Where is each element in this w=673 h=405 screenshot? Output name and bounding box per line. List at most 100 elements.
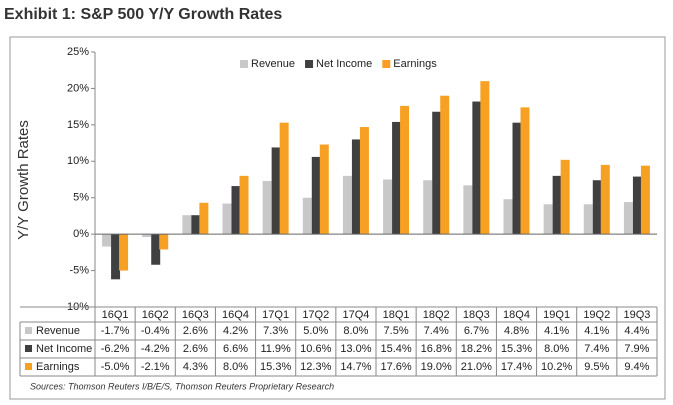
chart-frame <box>9 36 666 400</box>
table-value: 21.0% <box>461 361 492 373</box>
x-tick-label: 16Q1 <box>102 309 129 321</box>
table-row-label: Net Income <box>36 343 92 355</box>
table-value: 6.7% <box>464 325 489 337</box>
table-value: 15.3% <box>260 361 291 373</box>
table-row-label: Revenue <box>36 325 80 337</box>
bar <box>600 164 610 235</box>
table-value: 18.2% <box>461 343 492 355</box>
table-value: 6.6% <box>223 343 248 355</box>
table-value: 5.0% <box>303 325 328 337</box>
x-tick-label: 19Q3 <box>623 309 650 321</box>
bar <box>359 127 369 235</box>
bar <box>182 215 192 235</box>
bar <box>472 101 482 235</box>
bar <box>560 159 570 235</box>
table-swatch <box>25 345 32 352</box>
bar <box>239 175 249 235</box>
y-tick-label: 25% <box>67 46 89 58</box>
x-tick-label: 19Q2 <box>583 309 610 321</box>
table-value: 4.3% <box>183 361 208 373</box>
table-value: 13.0% <box>340 343 371 355</box>
table-value: 12.3% <box>300 361 331 373</box>
table-value: 11.9% <box>260 343 291 355</box>
table-value: 2.6% <box>183 325 208 337</box>
bar <box>552 175 562 235</box>
bar <box>199 202 209 235</box>
bar <box>342 175 352 235</box>
bar <box>351 139 361 235</box>
bar <box>111 234 121 280</box>
bar <box>262 180 272 235</box>
table-value: 9.4% <box>624 361 649 373</box>
y-tick-label: 5% <box>73 192 89 204</box>
table-value: 9.5% <box>584 361 609 373</box>
table-value: -5.0% <box>101 361 130 373</box>
table-row-label: Earnings <box>36 361 80 373</box>
bar <box>640 165 650 235</box>
bar <box>159 234 169 250</box>
table-value: 8.0% <box>544 343 569 355</box>
table-value: 7.4% <box>424 325 449 337</box>
bar <box>302 197 312 235</box>
table-value: -4.2% <box>141 343 170 355</box>
table-value: 17.4% <box>501 361 532 373</box>
table-value: -2.1% <box>141 361 170 373</box>
bar <box>440 95 450 235</box>
table-value: 17.6% <box>380 361 411 373</box>
table-value: 10.6% <box>300 343 331 355</box>
table-value: 10.2% <box>541 361 572 373</box>
x-tick-label: 18Q1 <box>383 309 410 321</box>
table-value: 7.9% <box>624 343 649 355</box>
table-swatch <box>25 327 32 334</box>
bar <box>583 204 593 235</box>
legend-swatch <box>240 60 248 68</box>
bar <box>432 111 442 235</box>
bar <box>191 215 201 235</box>
bar <box>222 203 232 235</box>
x-tick-label: 16Q3 <box>182 309 209 321</box>
y-tick-label: 10% <box>67 155 89 167</box>
table-value: 4.2% <box>223 325 248 337</box>
bar <box>520 107 530 235</box>
bar <box>319 144 329 235</box>
x-tick-label: 17Q2 <box>302 309 329 321</box>
table-value: -0.4% <box>141 325 170 337</box>
x-tick-label: 19Q1 <box>543 309 570 321</box>
table-value: 7.3% <box>263 325 288 337</box>
source-note: Sources: Thomson Reuters I/B/E/S, Thomso… <box>30 381 334 391</box>
table-value: 15.4% <box>380 343 411 355</box>
bar <box>632 176 642 235</box>
bar <box>480 81 490 235</box>
bar <box>400 105 410 235</box>
bar <box>623 202 633 235</box>
y-tick-label: 20% <box>67 82 89 94</box>
x-tick-label: 16Q2 <box>142 309 169 321</box>
table-value: 7.4% <box>584 343 609 355</box>
x-tick-label: 18Q4 <box>503 309 530 321</box>
bar <box>392 121 402 235</box>
legend-label: Earnings <box>393 58 437 70</box>
table-value: 19.0% <box>421 361 452 373</box>
legend-label: Net Income <box>316 58 372 70</box>
bar <box>503 199 513 235</box>
bar <box>311 156 321 235</box>
table-value: 16.8% <box>421 343 452 355</box>
chart-title: Exhibit 1: S&P 500 Y/Y Growth Rates <box>4 6 282 23</box>
x-tick-label: 17Q1 <box>262 309 289 321</box>
bar <box>119 234 129 271</box>
table-value: 4.8% <box>504 325 529 337</box>
table-value: 8.0% <box>223 361 248 373</box>
bar <box>423 180 433 235</box>
bar <box>383 179 393 235</box>
bar <box>543 204 553 235</box>
bar <box>102 234 112 247</box>
legend-swatch <box>305 60 314 68</box>
table-value: -1.7% <box>101 325 130 337</box>
bar <box>463 185 473 235</box>
bar <box>279 122 289 235</box>
legend-label: Revenue <box>251 58 295 70</box>
table-value: 15.3% <box>501 343 532 355</box>
x-tick-label: 17Q4 <box>342 309 369 321</box>
y-tick-label: 15% <box>67 119 89 131</box>
bar <box>512 122 522 235</box>
